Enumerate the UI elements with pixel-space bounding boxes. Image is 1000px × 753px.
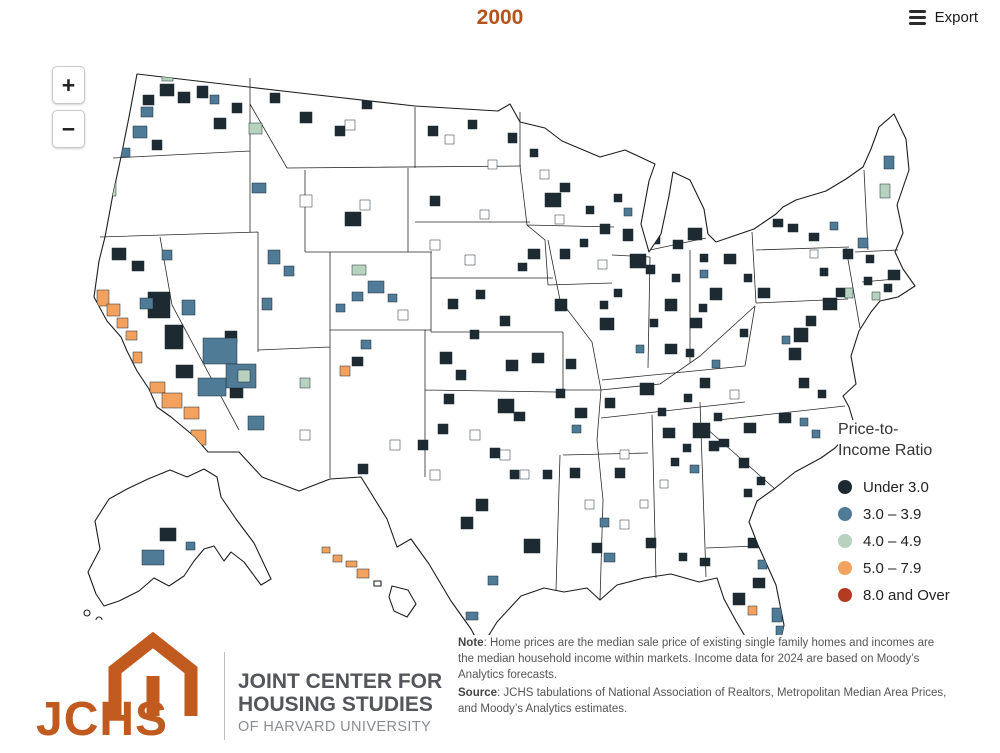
county-shapes[interactable] (96, 71, 901, 639)
jchs-logo: JCHS JOINT CENTER FOR HOUSING STUDIES OF… (0, 620, 450, 753)
legend-item-label: Under 3.0 (863, 478, 929, 496)
legend-item-4-to-49[interactable]: 4.0 – 4.9 (838, 528, 990, 555)
note-paragraph: Note: Home prices are the median sale pr… (458, 635, 950, 683)
legend-item-label: 8.0 and Over (863, 586, 950, 604)
logo-text: JOINT CENTER FOR HOUSING STUDIES OF HARV… (238, 670, 442, 735)
export-button[interactable]: Export (908, 9, 978, 26)
legend-item-label: 4.0 – 4.9 (863, 532, 922, 550)
islands (83, 580, 417, 624)
alaska-outline (87, 468, 272, 607)
source-paragraph: Source: JCHS tabulations of National Ass… (458, 685, 950, 717)
continental-us-outline (93, 73, 916, 661)
legend-item-3-to-39[interactable]: 3.0 – 3.9 (838, 501, 990, 528)
legend-item-label: 3.0 – 3.9 (863, 505, 922, 523)
zoom-controls: + − (52, 66, 85, 148)
logo-divider (224, 652, 225, 740)
logo-line-3: OF HARVARD UNIVERSITY (238, 719, 432, 736)
zoom-in-button[interactable]: + (52, 66, 85, 104)
legend-swatch (838, 480, 852, 495)
zoom-out-button[interactable]: − (52, 110, 85, 148)
house-icon (108, 631, 198, 716)
menu-icon[interactable] (908, 10, 926, 25)
hawaii-county-shapes[interactable] (321, 546, 370, 579)
logo-line-2: HOUSING STUDIES (238, 693, 433, 717)
alaska-county-shapes[interactable] (141, 527, 196, 566)
page-title: 2000 (476, 6, 524, 29)
legend-item-8-and-over[interactable]: 8.0 and Over (838, 582, 990, 609)
legend: Price-to-Income Ratio Under 3.0 3.0 – 3.… (838, 420, 990, 609)
legend-item-under-3[interactable]: Under 3.0 (838, 474, 990, 501)
jchs-acronym: JCHS (36, 693, 169, 746)
logo-line-1: JOINT CENTER FOR (238, 670, 443, 693)
source-text: : JCHS tabulations of National Associati… (458, 687, 947, 716)
legend-title: Price-to-Income Ratio (838, 421, 933, 459)
legend-swatch (838, 507, 852, 522)
legend-item-5-to-79[interactable]: 5.0 – 7.9 (838, 555, 990, 582)
note-text: : Home prices are the median sale price … (458, 637, 935, 682)
note-label: Note (458, 637, 484, 649)
hawaii-big-island (388, 585, 417, 618)
export-label[interactable]: Export (934, 9, 978, 26)
state-borders (99, 78, 899, 601)
source-label: Source (458, 687, 497, 700)
legend-swatch (838, 588, 852, 603)
legend-item-label: 5.0 – 7.9 (863, 559, 922, 577)
legend-swatch (838, 561, 852, 576)
footnotes: Note: Home prices are the median sale pr… (458, 635, 950, 720)
legend-swatch (838, 534, 852, 549)
